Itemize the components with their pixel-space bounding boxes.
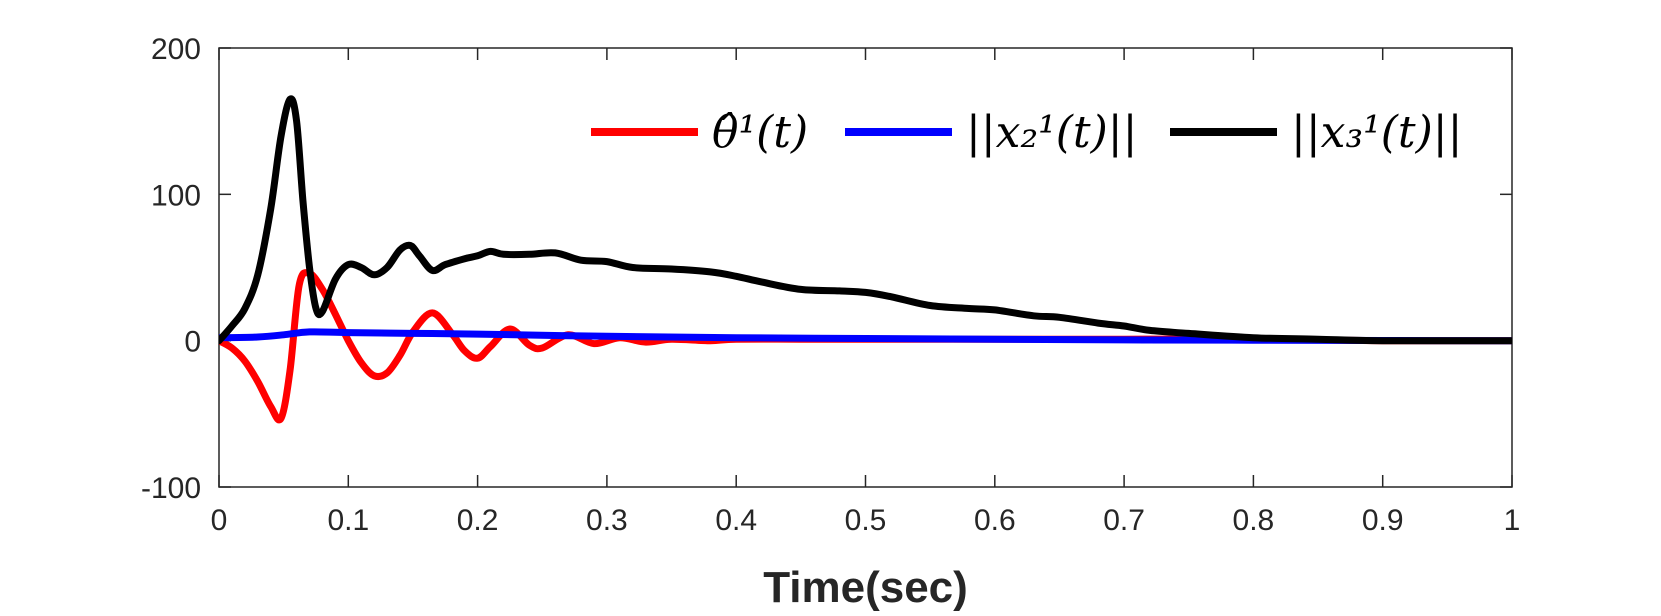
x-tick-label: 0.7 (1103, 504, 1145, 537)
y-tick-label: 200 (151, 33, 201, 66)
x-tick-label: 0.3 (586, 504, 628, 537)
y-tick-label: 0 (184, 326, 201, 359)
legend-item-theta-hat: θ̂¹(t) (591, 107, 808, 158)
y-tick-label: -100 (141, 472, 201, 505)
axis-ticks: 0 0.1 0.2 0.3 0.4 0.5 0.6 0.7 0.8 0.9 1 -100 0 100 200 (141, 33, 1520, 537)
x-tick-label: 0.8 (1233, 504, 1275, 537)
x-tick-label: 0 (211, 504, 228, 537)
x-tick-label: 0.5 (845, 504, 887, 537)
x-tick-label: 0.6 (974, 504, 1016, 537)
legend-label: ||x₃¹(t)|| (1291, 107, 1462, 158)
x-tick-label: 1 (1504, 504, 1521, 537)
legend-item-x3-norm: ||x₃¹(t)|| (1170, 107, 1462, 158)
legend-label: θ̂¹(t) (712, 107, 808, 158)
y-tick-label: 100 (151, 179, 201, 212)
series-lines (219, 95, 1512, 424)
x-tick-label: 0.9 (1362, 504, 1404, 537)
x-tick-label: 0.4 (715, 504, 757, 537)
x-axis-title: Time(sec) (763, 563, 968, 612)
x-tick-label: 0.2 (457, 504, 499, 537)
x3-norm-series-line (219, 95, 1512, 345)
legend-label: ||x₂¹(t)|| (966, 107, 1137, 158)
legend: θ̂¹(t) ||x₂¹(t)|| ||x₃¹(t)|| (591, 107, 1462, 158)
x-tick-label: 0.1 (327, 504, 369, 537)
legend-item-x2-norm: ||x₂¹(t)|| (845, 107, 1137, 158)
